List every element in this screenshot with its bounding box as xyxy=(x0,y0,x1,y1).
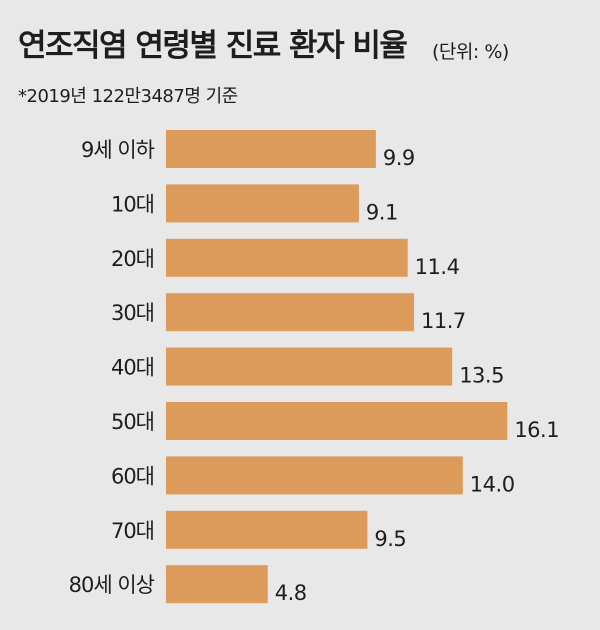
value-label-0: 9.9 xyxy=(383,146,415,170)
bar-2 xyxy=(166,238,408,277)
chart-subtitle: *2019년 122만3487명 기준 xyxy=(18,86,238,107)
category-label-0: 9세 이하 xyxy=(81,138,155,162)
bar-4 xyxy=(166,347,453,386)
bar-8 xyxy=(166,565,268,604)
unit-label: (단위: %) xyxy=(432,41,509,63)
value-label-8: 4.8 xyxy=(275,581,307,605)
value-label-5: 16.1 xyxy=(514,418,559,442)
value-label-6: 14.0 xyxy=(470,472,515,496)
bar-3 xyxy=(166,293,415,332)
value-label-7: 9.5 xyxy=(374,527,406,551)
category-label-8: 80세 이상 xyxy=(69,573,155,597)
value-label-4: 13.5 xyxy=(459,364,504,388)
value-label-3: 11.7 xyxy=(421,309,466,333)
category-label-7: 70대 xyxy=(111,519,154,543)
category-label-3: 30대 xyxy=(111,301,154,325)
category-label-5: 50대 xyxy=(111,410,154,434)
category-label-4: 40대 xyxy=(111,356,154,380)
value-label-1: 9.1 xyxy=(366,200,398,224)
bar-7 xyxy=(166,510,368,549)
category-label-2: 20대 xyxy=(111,247,154,271)
category-label-6: 60대 xyxy=(111,464,154,488)
bar-6 xyxy=(166,456,463,495)
category-label-1: 10대 xyxy=(111,192,154,216)
bar-1 xyxy=(166,184,359,223)
chart-title: 연조직염 연령별 진료 환자 비율 xyxy=(18,28,408,64)
bar-5 xyxy=(166,402,508,440)
bar-0 xyxy=(166,130,376,168)
value-label-2: 11.4 xyxy=(415,255,460,279)
